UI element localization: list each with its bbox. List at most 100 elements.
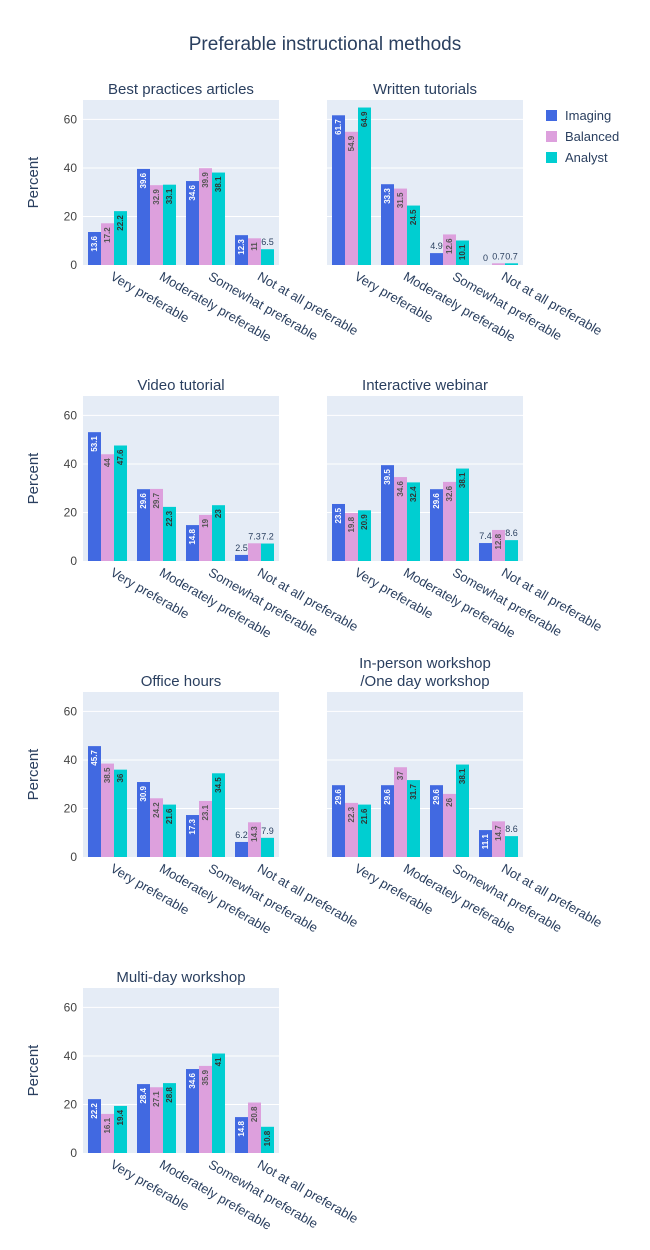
data-label: 20.8 <box>250 1106 259 1122</box>
bar-balanced <box>150 1087 163 1153</box>
bar-balanced <box>199 168 212 265</box>
y-axis-label: Percent <box>25 1044 42 1097</box>
data-label: 17.2 <box>103 227 112 243</box>
data-label: 37 <box>396 771 405 780</box>
bar-analyst <box>505 540 518 561</box>
data-label: 32.9 <box>152 189 161 205</box>
data-label: 20.9 <box>360 514 369 530</box>
bar-imaging <box>332 785 345 857</box>
y-axis-label: Percent <box>25 748 42 801</box>
data-label: 47.6 <box>116 449 125 465</box>
bar-balanced <box>150 798 163 857</box>
bar-analyst <box>261 837 274 857</box>
bar-imaging <box>235 841 248 857</box>
data-label: 19 <box>201 518 210 527</box>
bar-balanced <box>150 488 163 561</box>
y-tick-label: 40 <box>64 753 78 767</box>
data-label: 4.9 <box>430 241 443 251</box>
bar-analyst <box>505 836 518 857</box>
bar-analyst <box>505 263 518 265</box>
subplot-6: In-person workshop/One day workshop 29.6 2… <box>327 655 605 937</box>
legend-label-balanced[interactable]: Balanced <box>565 129 619 144</box>
data-label: 34.6 <box>188 185 197 201</box>
bar-analyst <box>358 510 371 561</box>
bar-imaging <box>137 489 150 561</box>
bar-analyst <box>114 1105 127 1153</box>
data-label: 16.1 <box>103 1117 112 1133</box>
bar-balanced <box>394 767 407 857</box>
bar-imaging <box>332 115 345 265</box>
data-label: 22.2 <box>90 1103 99 1119</box>
bar-analyst <box>358 107 371 265</box>
legend-swatch-analyst[interactable] <box>546 152 557 163</box>
bar-imaging <box>381 184 394 265</box>
bar-balanced <box>394 477 407 561</box>
data-label: 14.3 <box>250 826 259 842</box>
bar-analyst <box>261 543 274 561</box>
data-label: 12.6 <box>445 238 454 254</box>
bar-balanced <box>345 512 358 561</box>
y-axis-label: Percent <box>25 452 42 505</box>
data-label: 38.1 <box>458 472 467 488</box>
data-label: 7.2 <box>261 532 274 542</box>
data-label: 19.8 <box>347 516 356 532</box>
data-label: 31.7 <box>409 784 418 800</box>
data-label: 54.9 <box>347 135 356 151</box>
bar-analyst <box>212 505 225 561</box>
legend-swatch-balanced[interactable] <box>546 131 557 142</box>
chart-title: Preferable instructional methods <box>189 34 461 55</box>
y-tick-label: 40 <box>64 457 78 471</box>
data-label: 23.5 <box>334 507 343 523</box>
bar-analyst <box>163 804 176 857</box>
data-label: 12.8 <box>494 533 503 549</box>
bar-analyst <box>212 172 225 265</box>
data-label: 39.5 <box>383 469 392 485</box>
bar-imaging <box>235 1117 248 1153</box>
bar-balanced <box>345 802 358 857</box>
legend-swatch-imaging[interactable] <box>546 110 557 121</box>
data-label: 8.6 <box>505 528 518 538</box>
subplot-1: 0 20 40 60 Percent Best practices articles 13.… <box>25 81 361 345</box>
legend-label-analyst[interactable]: Analyst <box>565 150 608 165</box>
data-label: 23 <box>214 509 223 518</box>
bar-imaging <box>186 525 199 561</box>
bar-imaging <box>430 489 443 561</box>
y-tick-label: 20 <box>64 1097 78 1111</box>
bar-balanced <box>150 185 163 265</box>
data-label: 26 <box>445 797 454 806</box>
data-label: 21.6 <box>165 808 174 824</box>
y-tick-label: 60 <box>64 704 78 718</box>
data-label: 13.6 <box>90 235 99 251</box>
bar-balanced <box>492 263 505 265</box>
data-label: 61.7 <box>334 119 343 135</box>
bar-balanced <box>443 793 456 857</box>
bar-balanced <box>199 800 212 857</box>
bar-balanced <box>492 821 505 857</box>
bar-imaging <box>430 253 443 265</box>
data-label: 38.5 <box>103 767 112 783</box>
data-label: 28.4 <box>139 1088 148 1104</box>
data-label: 29.6 <box>139 493 148 509</box>
bar-balanced <box>345 131 358 265</box>
y-tick-label: 60 <box>64 1000 78 1014</box>
data-label: 0.7 <box>505 251 518 261</box>
data-label: 38.1 <box>214 176 223 192</box>
y-tick-label: 60 <box>64 408 78 422</box>
data-label: 34.6 <box>396 481 405 497</box>
subplot-4: Interactive webinar 23.5 39.5 29.6 7.4 19.8 34… <box>327 377 605 641</box>
bar-analyst <box>114 769 127 857</box>
bar-imaging <box>88 1099 101 1153</box>
data-label: 0.7 <box>492 251 505 261</box>
bar-analyst <box>407 482 420 561</box>
legend-label-imaging[interactable]: Imaging <box>565 108 611 123</box>
bar-imaging <box>235 235 248 265</box>
data-label: 34.6 <box>188 1073 197 1089</box>
bar-analyst <box>163 184 176 265</box>
data-label: 17.3 <box>188 818 197 834</box>
data-label: 22.3 <box>165 510 174 526</box>
data-label: 41 <box>214 1057 223 1066</box>
data-label: 0 <box>483 253 488 263</box>
data-label: 44 <box>103 458 112 467</box>
subplot-title: Video tutorial <box>137 377 224 394</box>
data-label: 11 <box>250 242 259 251</box>
